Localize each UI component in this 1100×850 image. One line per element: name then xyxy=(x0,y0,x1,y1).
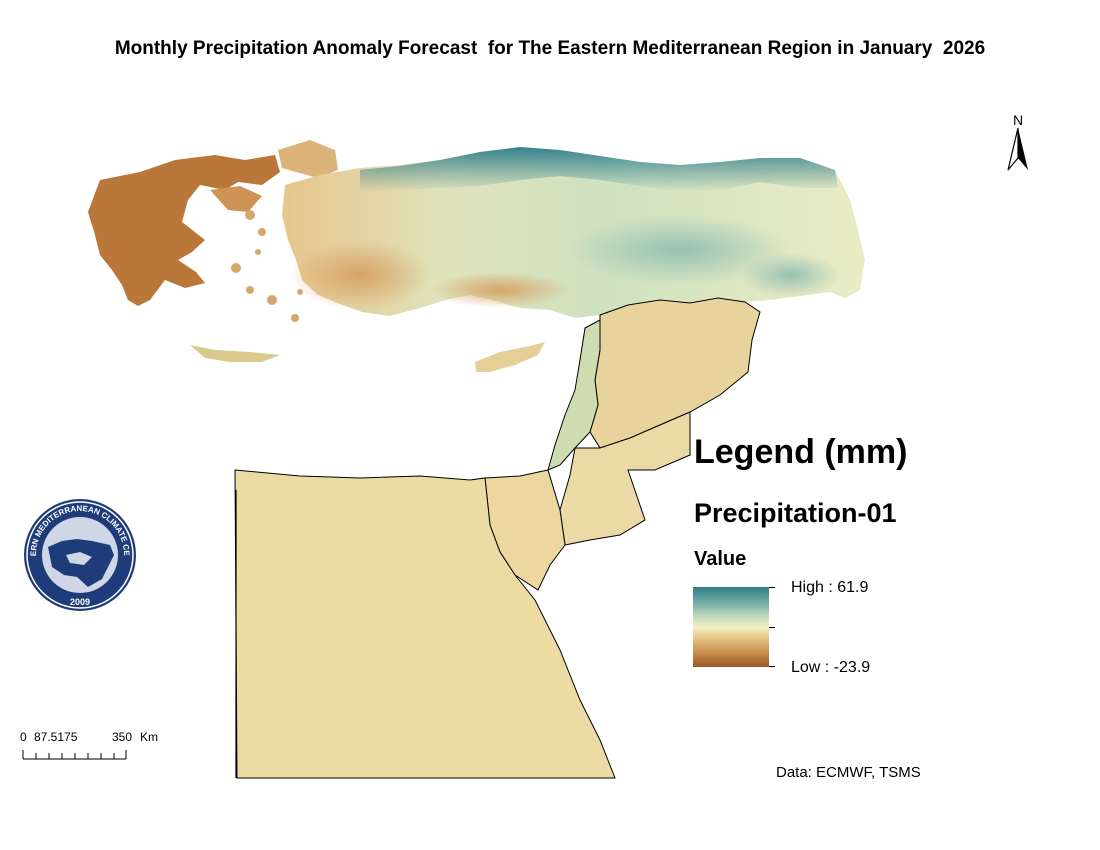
ramp-tick-low xyxy=(769,666,775,667)
legend-layer-name: Precipitation-01 xyxy=(694,498,897,528)
south-coast-dry-area xyxy=(430,272,570,308)
aegean-islands xyxy=(231,210,303,322)
ramp-tick-mid xyxy=(769,627,775,628)
north-label: N xyxy=(1012,112,1024,128)
central-wet-area xyxy=(570,215,790,285)
legend-high-label: High : 61.9 xyxy=(791,579,869,596)
greece-east xyxy=(210,186,262,212)
ramp-tick-high xyxy=(769,587,775,588)
legend-low-label: Low : -23.9 xyxy=(791,659,871,676)
crete xyxy=(190,345,280,362)
north-arrow: N xyxy=(1004,112,1032,174)
levant-coast xyxy=(547,319,601,471)
scale-tick-0: 0 xyxy=(20,730,27,744)
black-sea-coast xyxy=(360,147,838,192)
scale-bar: 0 87.5175 350 Km xyxy=(20,730,158,762)
scale-tick-1: 87.5175 xyxy=(34,730,78,744)
scale-bar-graphic xyxy=(22,750,127,760)
scale-tick-2: 350 xyxy=(112,730,133,744)
cyprus xyxy=(475,342,545,372)
emcc-logo: EASTERN MEDITERRANEAN CLIMATE CENTRE 200… xyxy=(22,497,136,611)
egypt-region xyxy=(234,469,616,779)
map-title: Monthly Precipitation Anomaly Forecast f… xyxy=(114,38,986,59)
logo-year: 2009 xyxy=(70,597,90,607)
legend-field-name: Value xyxy=(694,548,747,570)
north-arrow-icon xyxy=(1007,127,1028,171)
greece-region xyxy=(88,155,280,306)
thrace xyxy=(278,140,338,178)
legend-color-ramp xyxy=(693,587,769,667)
data-credit: Data: ECMWF, TSMS xyxy=(776,764,921,781)
southwest-dry-area xyxy=(290,240,430,310)
legend-title: Legend (mm) xyxy=(694,433,908,471)
eastern-wet-area xyxy=(740,253,840,297)
scale-unit: Km xyxy=(140,730,158,744)
